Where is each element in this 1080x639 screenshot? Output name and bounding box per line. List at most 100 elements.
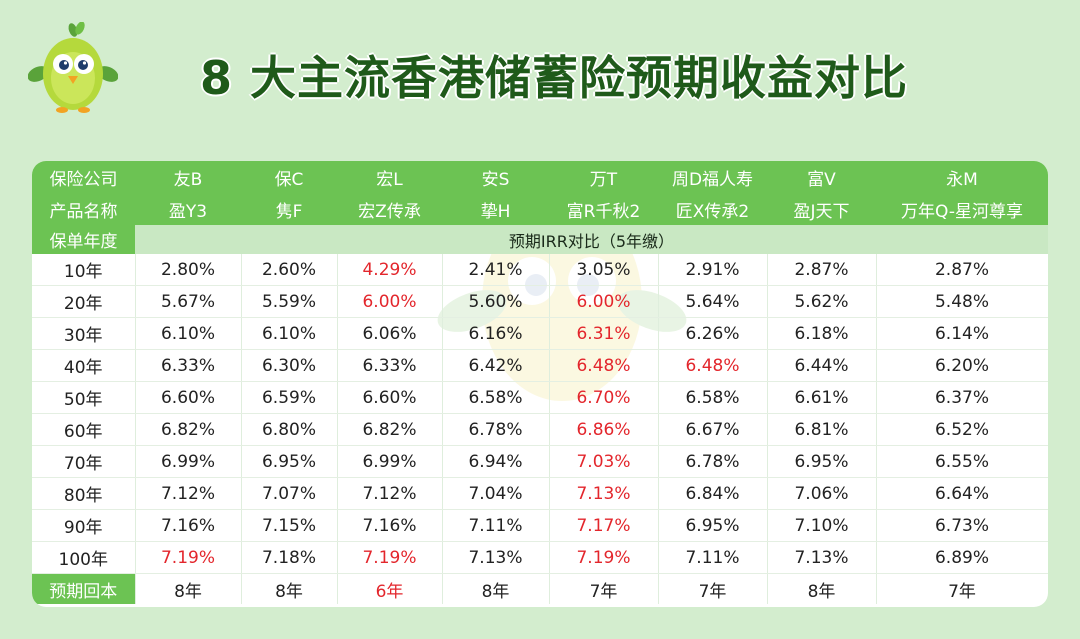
irr-value-cell: 6.33% bbox=[337, 349, 443, 382]
irr-value-cell: 6.82% bbox=[337, 413, 443, 446]
company-name: 富V bbox=[767, 161, 876, 193]
irr-value-cell: 6.94% bbox=[442, 445, 550, 478]
table-row: 60年 6.82% 6.80% 6.82% 6.78% 6.86% 6.67% 6.81% 6.… bbox=[32, 413, 1048, 446]
irr-value-cell: 6.44% bbox=[767, 349, 877, 382]
irr-value-cell: 6.81% bbox=[767, 413, 877, 446]
irr-value-cell: 6.20% bbox=[876, 349, 1048, 382]
irr-value-cell: 7.04% bbox=[442, 477, 550, 510]
irr-value-cell: 6.70% bbox=[549, 381, 659, 414]
table-row: 40年 6.33% 6.30% 6.33% 6.42% 6.48% 6.48% 6.44% 6.… bbox=[32, 349, 1048, 382]
product-header-row: 产品名称 盈Y3 隽F 宏Z传承 挚H 富R千秋2 匠X传承2 盈J天下 万年Q-星河尊享 bbox=[32, 193, 1048, 225]
table-row: 70年 6.99% 6.95% 6.99% 6.94% 7.03% 6.78% 6.95% 6.… bbox=[32, 445, 1048, 478]
irr-value-cell: 6.42% bbox=[442, 349, 550, 382]
irr-value-cell: 6.95% bbox=[241, 445, 338, 478]
irr-value-cell: 7.12% bbox=[135, 477, 242, 510]
irr-value-cell: 6.99% bbox=[135, 445, 242, 478]
company-name: 永M bbox=[876, 161, 1048, 193]
table-row: 20年 5.67% 5.59% 6.00% 5.60% 6.00% 5.64% 5.62% 5.… bbox=[32, 285, 1048, 318]
irr-value-cell: 7.18% bbox=[241, 541, 338, 574]
irr-value-cell: 6.18% bbox=[767, 317, 877, 350]
table-row: 90年 7.16% 7.15% 7.16% 7.11% 7.17% 6.95% 7.10% 6.… bbox=[32, 509, 1048, 542]
payback-value-cell: 7年 bbox=[876, 573, 1048, 604]
company-header-row: 保险公司 友B 保C 宏L 安S 万T 周D福人寿 富V 永M bbox=[32, 161, 1048, 193]
irr-value-cell: 6.10% bbox=[241, 317, 338, 350]
irr-value-cell: 7.11% bbox=[658, 541, 768, 574]
policy-year-cell: 80年 bbox=[32, 477, 136, 510]
irr-value-cell: 6.89% bbox=[876, 541, 1048, 574]
irr-value-cell: 6.55% bbox=[876, 445, 1048, 478]
irr-value-cell: 6.78% bbox=[658, 445, 768, 478]
irr-value-cell: 7.19% bbox=[135, 541, 242, 574]
product-name: 挚H bbox=[442, 193, 549, 225]
irr-value-cell: 6.48% bbox=[549, 349, 659, 382]
payback-value-cell: 8年 bbox=[241, 573, 338, 604]
irr-value-cell: 6.95% bbox=[767, 445, 877, 478]
irr-value-cell: 7.13% bbox=[767, 541, 877, 574]
policy-year-cell: 40年 bbox=[32, 349, 136, 382]
irr-value-cell: 6.16% bbox=[442, 317, 550, 350]
company-row-label: 保险公司 bbox=[32, 161, 135, 193]
irr-value-cell: 6.58% bbox=[442, 381, 550, 414]
irr-value-cell: 7.13% bbox=[549, 477, 659, 510]
irr-value-cell: 6.73% bbox=[876, 509, 1048, 542]
irr-value-cell: 6.64% bbox=[876, 477, 1048, 510]
table-row: 80年 7.12% 7.07% 7.12% 7.04% 7.13% 6.84% 7.06% 6.… bbox=[32, 477, 1048, 510]
policy-year-cell: 60年 bbox=[32, 413, 136, 446]
irr-value-cell: 6.60% bbox=[135, 381, 242, 414]
irr-value-cell: 7.16% bbox=[135, 509, 242, 542]
irr-value-cell: 6.80% bbox=[241, 413, 338, 446]
irr-value-cell: 6.14% bbox=[876, 317, 1048, 350]
irr-value-cell: 5.48% bbox=[876, 285, 1048, 318]
irr-value-cell: 6.78% bbox=[442, 413, 550, 446]
company-name: 万T bbox=[549, 161, 658, 193]
irr-value-cell: 6.48% bbox=[658, 349, 768, 382]
table-row: 30年 6.10% 6.10% 6.06% 6.16% 6.31% 6.26% 6.18% 6.… bbox=[32, 317, 1048, 350]
product-row-label: 产品名称 bbox=[32, 193, 135, 225]
product-name: 富R千秋2 bbox=[549, 193, 658, 225]
irr-value-cell: 6.00% bbox=[337, 285, 443, 318]
payback-row: 预期回本 8年 8年 6年 8年 7年 7年 8年 7年 bbox=[32, 573, 1048, 604]
table-row: 50年 6.60% 6.59% 6.60% 6.58% 6.70% 6.58% 6.61% 6.… bbox=[32, 381, 1048, 414]
payback-value-cell: 8年 bbox=[767, 573, 877, 604]
irr-value-cell: 6.59% bbox=[241, 381, 338, 414]
policy-year-cell: 70年 bbox=[32, 445, 136, 478]
payback-value-cell: 7年 bbox=[549, 573, 659, 604]
irr-value-cell: 5.60% bbox=[442, 285, 550, 318]
irr-value-cell: 6.67% bbox=[658, 413, 768, 446]
policy-year-cell: 20年 bbox=[32, 285, 136, 318]
company-name: 保C bbox=[241, 161, 337, 193]
product-name: 盈Y3 bbox=[135, 193, 241, 225]
irr-caption-row: 保单年度 预期IRR对比（5年缴） bbox=[32, 225, 1048, 254]
irr-value-cell: 6.26% bbox=[658, 317, 768, 350]
policy-year-cell: 10年 bbox=[32, 254, 136, 286]
irr-value-cell: 7.06% bbox=[767, 477, 877, 510]
company-name: 宏L bbox=[337, 161, 442, 193]
irr-value-cell: 2.91% bbox=[658, 254, 768, 286]
irr-value-cell: 6.84% bbox=[658, 477, 768, 510]
irr-value-cell: 5.64% bbox=[658, 285, 768, 318]
irr-value-cell: 6.30% bbox=[241, 349, 338, 382]
irr-value-cell: 6.37% bbox=[876, 381, 1048, 414]
irr-value-cell: 6.95% bbox=[658, 509, 768, 542]
irr-value-cell: 7.13% bbox=[442, 541, 550, 574]
irr-value-cell: 7.12% bbox=[337, 477, 443, 510]
irr-value-cell: 5.59% bbox=[241, 285, 338, 318]
irr-value-cell: 7.15% bbox=[241, 509, 338, 542]
irr-value-cell: 6.86% bbox=[549, 413, 659, 446]
payback-value-cell: 8年 bbox=[442, 573, 550, 604]
page-title: 8 大主流香港储蓄险预期收益对比 bbox=[200, 51, 909, 105]
irr-value-cell: 7.10% bbox=[767, 509, 877, 542]
table-grid: 保险公司 友B 保C 宏L 安S 万T 周D福人寿 富V 永M 产品名称 盈Y3 隽F 宏Z传承 挚H 富R… bbox=[32, 161, 1048, 604]
payback-value-cell: 6年 bbox=[337, 573, 443, 604]
irr-value-cell: 3.05% bbox=[549, 254, 659, 286]
irr-value-cell: 6.52% bbox=[876, 413, 1048, 446]
irr-value-cell: 6.60% bbox=[337, 381, 443, 414]
irr-value-cell: 6.31% bbox=[549, 317, 659, 350]
policy-year-cell: 50年 bbox=[32, 381, 136, 414]
irr-value-cell: 6.99% bbox=[337, 445, 443, 478]
irr-value-cell: 6.00% bbox=[549, 285, 659, 318]
product-name: 隽F bbox=[241, 193, 337, 225]
irr-value-cell: 4.29% bbox=[337, 254, 443, 286]
product-name: 宏Z传承 bbox=[337, 193, 442, 225]
irr-value-cell: 6.10% bbox=[135, 317, 242, 350]
